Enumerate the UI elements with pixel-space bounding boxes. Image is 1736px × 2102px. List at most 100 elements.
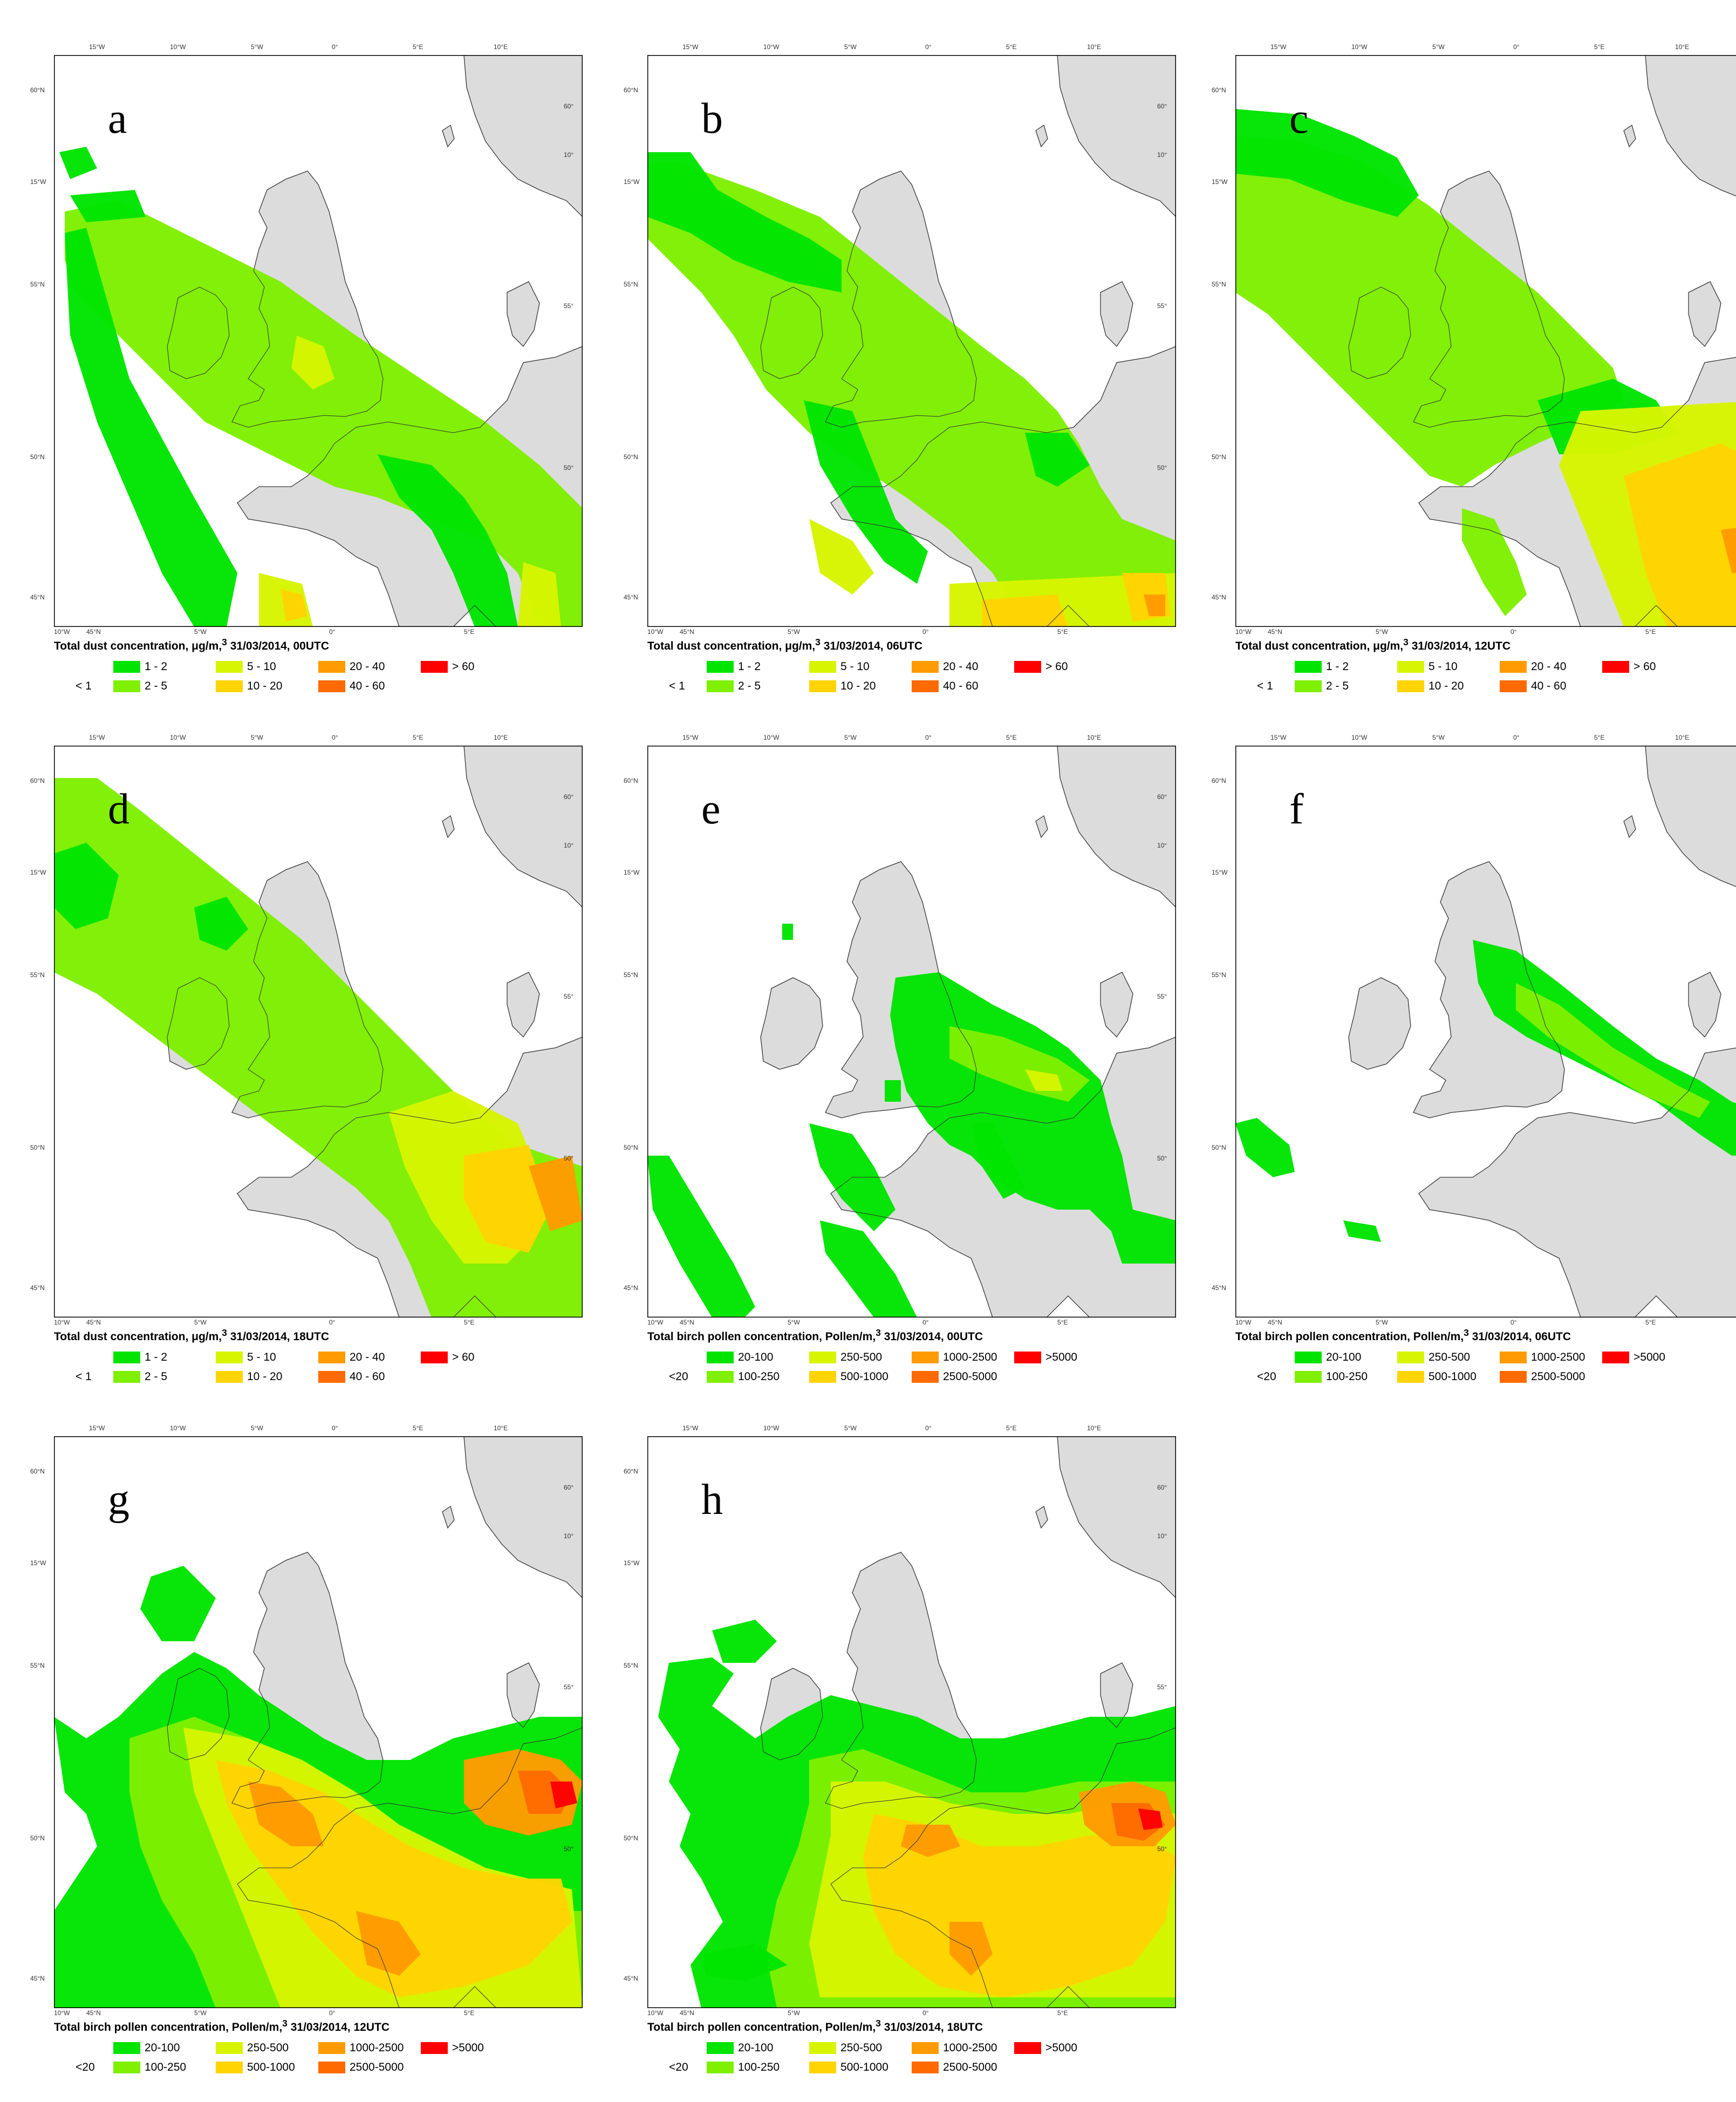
- legend-label: 2 - 5: [145, 1370, 167, 1383]
- legend-swatch: [1295, 661, 1322, 673]
- tick-label-top: 0°: [925, 43, 931, 51]
- tick-label-top: 5°E: [1594, 43, 1604, 51]
- legend-swatch: [1397, 1352, 1424, 1363]
- tick-label-top: 10°E: [1087, 734, 1101, 741]
- legend-below-label: <20: [669, 2061, 688, 2074]
- tick-label-left: 45°N: [30, 1284, 45, 1292]
- tick-label-top: 10°E: [1675, 43, 1689, 51]
- tick-label-top: 10°E: [1675, 734, 1689, 741]
- legend-item: 1000-2500: [912, 1351, 997, 1364]
- legend-label: 10 - 20: [1429, 680, 1464, 693]
- legend-label: 2500-5000: [943, 1370, 997, 1383]
- legend-swatch: [1014, 2042, 1041, 2054]
- legend-item: 1000-2500: [912, 2042, 997, 2055]
- tick-label-left: 50°N: [30, 453, 45, 461]
- legend-swatch: [216, 1371, 243, 1383]
- legend-swatch: [912, 2042, 939, 2054]
- legend-swatch: [1500, 661, 1527, 673]
- legend-below-label: < 1: [669, 680, 685, 693]
- legend-label: 20 - 40: [350, 1351, 385, 1364]
- tick-label-left: 60°N: [30, 86, 45, 94]
- tick-label-top: 5°W: [844, 734, 857, 741]
- legend-swatch: [113, 1352, 140, 1363]
- tick-label-left: 15°W: [624, 869, 639, 876]
- tick-label-top: 0°: [1513, 734, 1519, 741]
- legend-below-label: <20: [1257, 1370, 1276, 1383]
- tick-label-top: 0°: [925, 1424, 931, 1432]
- legend-swatch: [216, 2062, 243, 2073]
- tick-label-left: 55°N: [624, 281, 638, 288]
- tick-label-top: 10°E: [494, 1424, 508, 1432]
- tick-label-left: 55°N: [624, 971, 638, 979]
- tick-label-left: 55°N: [1212, 971, 1226, 979]
- legend-item: 2 - 5: [113, 1370, 167, 1383]
- legend-item: 2 - 5: [1295, 680, 1349, 693]
- tick-label-top: 10°W: [170, 43, 186, 51]
- legend-item: 500-1000: [1397, 1370, 1477, 1383]
- legend-swatch: [1602, 661, 1629, 673]
- tick-label-left: 45°N: [624, 593, 638, 601]
- tick-label-top: 0°: [925, 734, 931, 741]
- legend-swatch: [113, 2062, 140, 2073]
- legend-item: 20 - 40: [912, 660, 978, 673]
- legend-swatch: [421, 1352, 448, 1363]
- legend-swatch: [809, 661, 836, 673]
- legend-item: 1 - 2: [1295, 660, 1349, 673]
- legend-swatch: [809, 1352, 836, 1363]
- legend-swatch: [707, 2042, 734, 2054]
- legend-item: >5000: [1014, 2042, 1077, 2055]
- tick-label-top: 5°W: [251, 1424, 263, 1432]
- legend-swatch: [318, 2062, 345, 2073]
- legend-label: 100-250: [145, 2061, 186, 2074]
- legend-swatch: [113, 661, 140, 673]
- tick-label-left: 55°N: [30, 1662, 45, 1669]
- legend-swatch: [809, 2062, 836, 2073]
- tick-label-top: 5°W: [251, 43, 263, 51]
- tick-label-top: 15°W: [682, 734, 698, 741]
- tick-label-top: 15°W: [682, 43, 698, 51]
- legend-label: 250-500: [840, 1351, 882, 1364]
- legend-swatch: [113, 2042, 140, 2054]
- tick-label-top: 5°E: [1006, 1424, 1016, 1432]
- tick-label-top: 10°W: [763, 43, 779, 51]
- legend-item: 1000-2500: [318, 2042, 404, 2055]
- tick-label-top: 5°E: [1006, 734, 1016, 741]
- legend-swatch: [912, 1352, 939, 1363]
- legend-item: >5000: [1602, 1351, 1665, 1364]
- legend-swatch: [421, 2042, 448, 2054]
- legend-label: 10 - 20: [840, 680, 876, 693]
- legend-label: 2500-5000: [1531, 1370, 1585, 1383]
- legend-label: >5000: [452, 2042, 484, 2055]
- legend-item: 1 - 2: [113, 1351, 167, 1364]
- legend-swatch: [318, 680, 345, 692]
- legend-label: 100-250: [738, 1370, 780, 1383]
- legend-item: 1 - 2: [707, 660, 761, 673]
- legend-below-label: <20: [669, 1370, 688, 1383]
- legend-item: 100-250: [1295, 1370, 1368, 1383]
- legend-label: 5 - 10: [840, 660, 870, 673]
- tick-label-left: 45°N: [1212, 1284, 1226, 1292]
- legend-swatch: [318, 1352, 345, 1363]
- legend-item: 100-250: [707, 2061, 780, 2074]
- tick-label-top: 10°E: [494, 43, 508, 51]
- tick-label-left: 45°N: [624, 1975, 638, 1982]
- legend-label: >5000: [1634, 1351, 1665, 1364]
- legend-swatch: [1295, 680, 1322, 692]
- legend-label: > 60: [452, 660, 474, 673]
- legend-item: > 60: [1014, 660, 1068, 673]
- legend-label: 500-1000: [840, 2061, 888, 2074]
- tick-label-top: 5°E: [1006, 43, 1016, 51]
- tick-label-top: 10°E: [494, 734, 508, 741]
- tick-label-left: 60°N: [624, 777, 638, 784]
- tick-label-left: 55°N: [30, 281, 45, 288]
- legend-label: 40 - 60: [1531, 680, 1566, 693]
- tick-label-left: 15°W: [624, 178, 639, 186]
- legend-item: 500-1000: [216, 2061, 295, 2074]
